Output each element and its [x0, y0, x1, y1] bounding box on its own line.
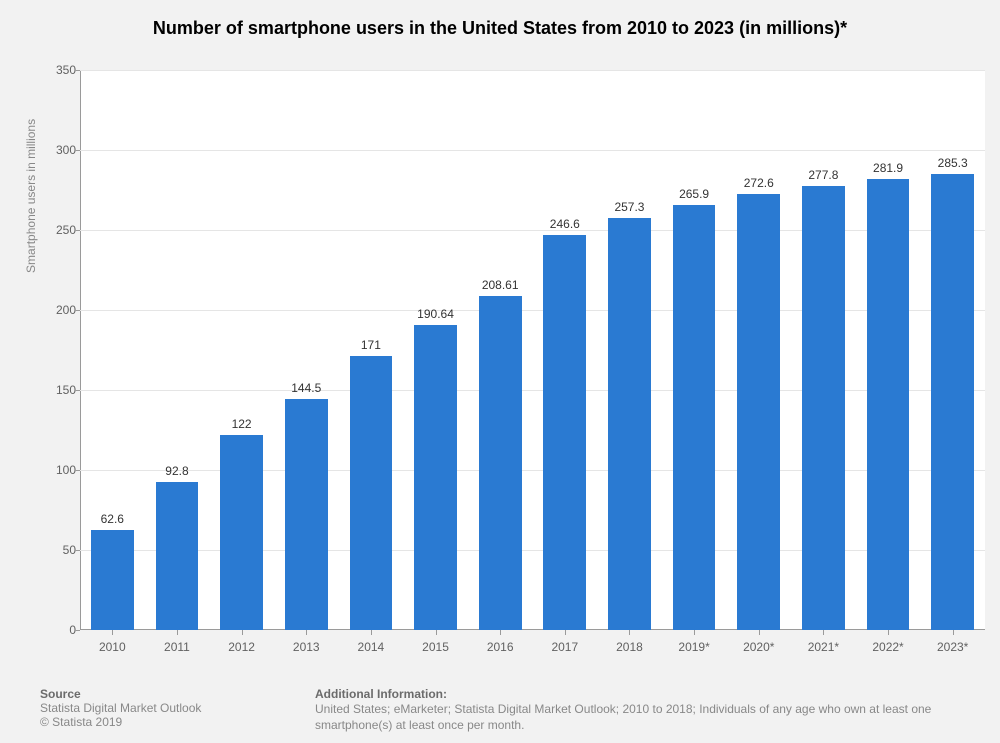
info-text: United States; eMarketer; Statista Digit…	[315, 701, 1000, 733]
xtick-mark	[694, 630, 695, 635]
bar: 272.6	[737, 194, 780, 630]
xtick-mark	[888, 630, 889, 635]
xtick-mark	[823, 630, 824, 635]
bar-value-label: 281.9	[867, 161, 910, 175]
bar: 122	[220, 435, 263, 630]
xtick-mark	[953, 630, 954, 635]
footer-source: Source Statista Digital Market Outlook ©…	[40, 687, 315, 733]
xtick-label: 2013	[293, 640, 320, 654]
xtick-label: 2016	[487, 640, 514, 654]
bar: 62.6	[91, 530, 134, 630]
bar-value-label: 144.5	[285, 381, 328, 395]
ytick-label: 350	[40, 63, 76, 77]
bar-value-label: 277.8	[802, 168, 845, 182]
bar: 265.9	[673, 205, 716, 630]
ytick-label: 200	[40, 303, 76, 317]
ytick-label: 50	[40, 543, 76, 557]
bar: 208.61	[479, 296, 522, 630]
bar-value-label: 272.6	[737, 176, 780, 190]
xtick-mark	[500, 630, 501, 635]
bar-value-label: 62.6	[91, 512, 134, 526]
footer: Source Statista Digital Market Outlook ©…	[40, 687, 1000, 733]
bar: 257.3	[608, 218, 651, 630]
bar: 281.9	[867, 179, 910, 630]
ytick-label: 0	[40, 623, 76, 637]
xtick-mark	[629, 630, 630, 635]
bar: 246.6	[543, 235, 586, 630]
ytick-label: 250	[40, 223, 76, 237]
bar-value-label: 257.3	[608, 200, 651, 214]
xtick-mark	[759, 630, 760, 635]
chart-title: Number of smartphone users in the United…	[0, 0, 1000, 39]
xtick-label: 2015	[422, 640, 449, 654]
xtick-mark	[371, 630, 372, 635]
xtick-mark	[112, 630, 113, 635]
xtick-label: 2014	[358, 640, 385, 654]
bar-value-label: 246.6	[543, 217, 586, 231]
bar-value-label: 208.61	[479, 278, 522, 292]
source-line2: © Statista 2019	[40, 715, 315, 729]
xtick-label: 2011	[164, 640, 190, 654]
ytick-label: 150	[40, 383, 76, 397]
info-heading: Additional Information:	[315, 687, 1000, 701]
bar: 277.8	[802, 186, 845, 630]
ytick-label: 100	[40, 463, 76, 477]
yaxis-title: Smartphone users in millions	[24, 119, 38, 273]
chart-area: 050100150200250300350 62.6201092.8201112…	[80, 70, 985, 630]
ytick-label: 300	[40, 143, 76, 157]
xtick-mark	[177, 630, 178, 635]
xtick-mark	[242, 630, 243, 635]
bar-value-label: 285.3	[931, 156, 974, 170]
bar-value-label: 171	[350, 338, 393, 352]
xtick-mark	[565, 630, 566, 635]
ytick-mark	[75, 630, 80, 631]
source-heading: Source	[40, 687, 315, 701]
xtick-label: 2012	[228, 640, 255, 654]
xtick-label: 2023*	[937, 640, 968, 654]
bar-value-label: 122	[220, 417, 263, 431]
bar-value-label: 92.8	[156, 464, 199, 478]
bar-value-label: 265.9	[673, 187, 716, 201]
bars-group: 62.6201092.820111222012144.5201317120141…	[80, 70, 985, 630]
bar: 285.3	[931, 174, 974, 630]
source-line1: Statista Digital Market Outlook	[40, 701, 315, 715]
xtick-label: 2010	[99, 640, 126, 654]
xtick-label: 2022*	[872, 640, 903, 654]
bar: 144.5	[285, 399, 328, 630]
bar: 92.8	[156, 482, 199, 630]
bar: 190.64	[414, 325, 457, 630]
xtick-label: 2020*	[743, 640, 774, 654]
bar: 171	[350, 356, 393, 630]
xtick-label: 2018	[616, 640, 643, 654]
footer-info: Additional Information: United States; e…	[315, 687, 1000, 733]
xtick-label: 2017	[551, 640, 578, 654]
bar-value-label: 190.64	[414, 307, 457, 321]
xtick-mark	[436, 630, 437, 635]
xtick-mark	[306, 630, 307, 635]
xtick-label: 2021*	[808, 640, 839, 654]
xtick-label: 2019*	[678, 640, 709, 654]
chart-container: Number of smartphone users in the United…	[0, 0, 1000, 743]
